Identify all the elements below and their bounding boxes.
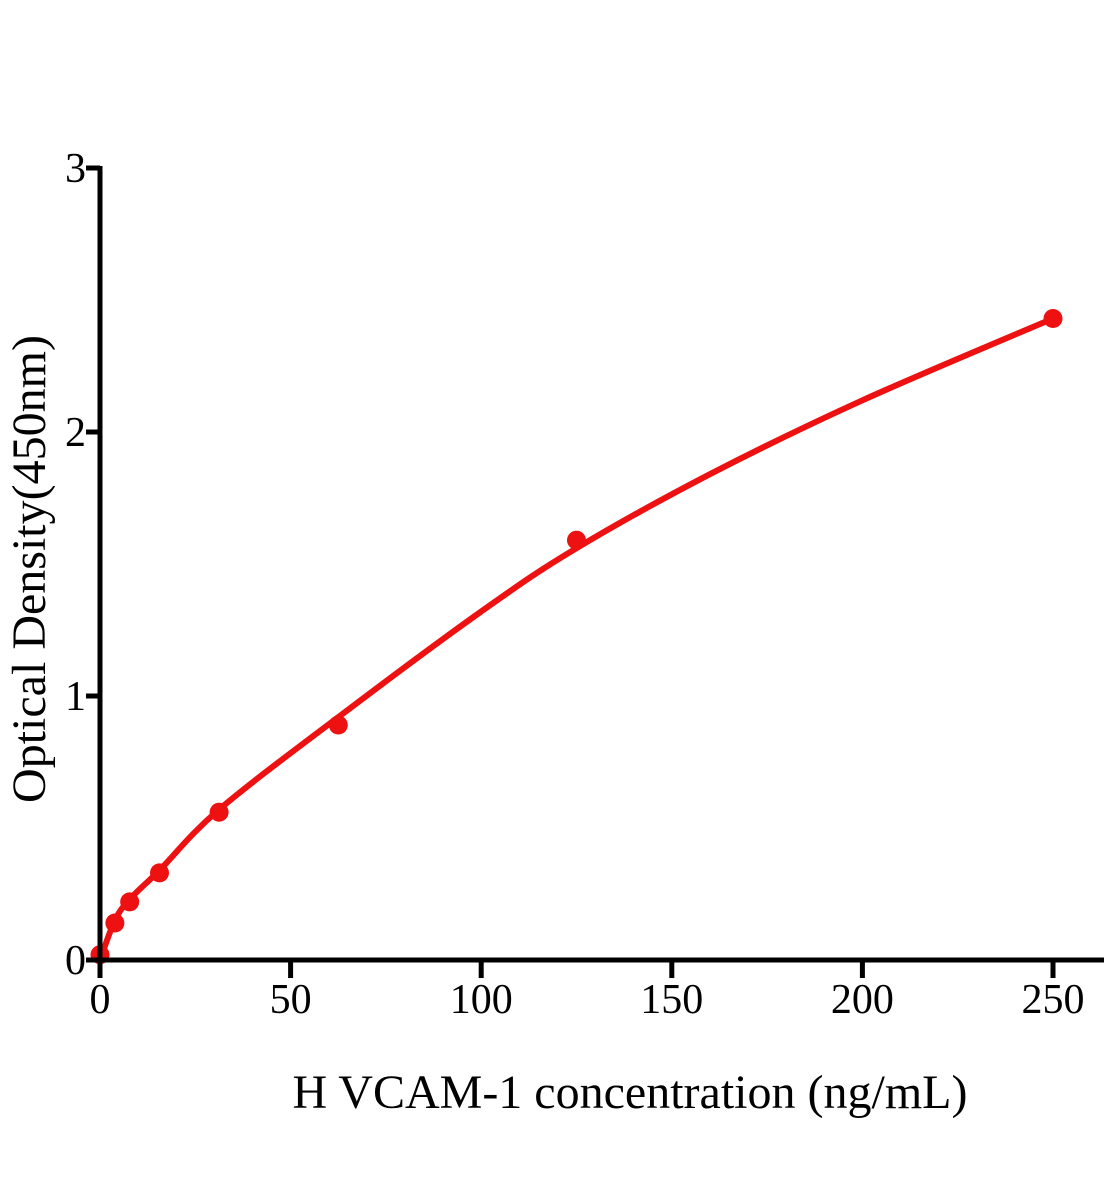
y-axis-ticks bbox=[86, 165, 100, 963]
data-point bbox=[1043, 309, 1063, 328]
x-axis-ticks bbox=[97, 960, 1056, 978]
x-tick-label: 250 bbox=[1022, 977, 1085, 1023]
y-axis-tick-labels: 0 1 2 3 bbox=[65, 146, 86, 984]
data-point bbox=[328, 715, 348, 735]
x-tick-label: 100 bbox=[450, 977, 513, 1023]
axes bbox=[97, 166, 1104, 963]
y-tick-label: 0 bbox=[65, 938, 86, 984]
x-axis-title: H VCAM-1 concentration (ng/mL) bbox=[293, 1066, 968, 1119]
data-point bbox=[209, 802, 229, 822]
y-tick-label: 2 bbox=[65, 410, 86, 456]
data-points bbox=[90, 309, 1063, 965]
x-tick-label: 0 bbox=[90, 977, 111, 1023]
fitted-curve-line bbox=[97, 315, 1056, 963]
data-point bbox=[105, 913, 125, 933]
y-axis-title: Optical Density(450nm) bbox=[3, 335, 56, 803]
data-point bbox=[150, 863, 169, 883]
x-axis-tick-labels: 0 50 100 150 200 250 bbox=[90, 977, 1085, 1023]
y-tick-label: 3 bbox=[65, 146, 86, 192]
data-point bbox=[567, 530, 586, 550]
data-point bbox=[120, 892, 140, 912]
y-tick-label: 1 bbox=[65, 674, 86, 720]
x-tick-label: 50 bbox=[270, 977, 312, 1023]
x-tick-label: 150 bbox=[640, 977, 703, 1023]
x-tick-label: 200 bbox=[831, 977, 894, 1023]
